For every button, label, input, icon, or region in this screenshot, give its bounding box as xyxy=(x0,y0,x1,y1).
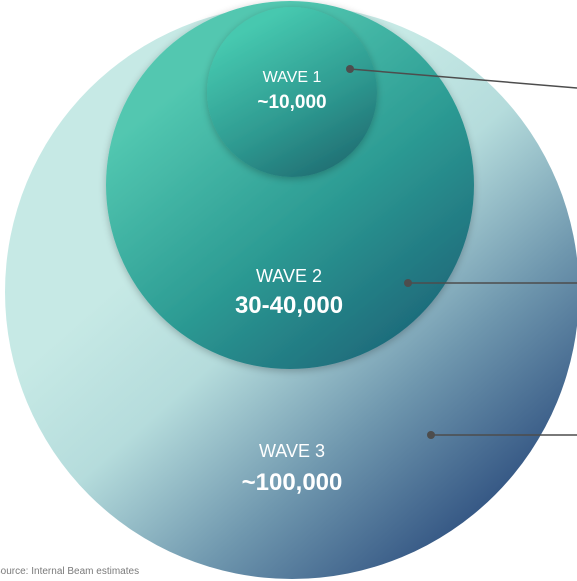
wave-1-circle xyxy=(207,7,377,177)
wave-2-count: 30-40,000 xyxy=(235,292,343,319)
wave-1-count: ~10,000 xyxy=(257,92,326,113)
wave-2-connector-dot xyxy=(404,279,412,287)
wave-3-count: ~100,000 xyxy=(242,469,343,496)
wave-2-name: WAVE 2 xyxy=(256,266,322,286)
wave-2-circle xyxy=(106,1,474,369)
wave-2-connector xyxy=(404,279,577,287)
wave-1-name: WAVE 1 xyxy=(263,69,322,86)
wave-3-connector xyxy=(427,431,577,439)
wave-3-name: WAVE 3 xyxy=(259,441,325,461)
wave-1-connector-dot xyxy=(346,65,354,73)
wave-1-connector xyxy=(346,65,577,89)
source-note: Source: Internal Beam estimates xyxy=(0,566,140,577)
wave-3-connector-dot xyxy=(427,431,435,439)
